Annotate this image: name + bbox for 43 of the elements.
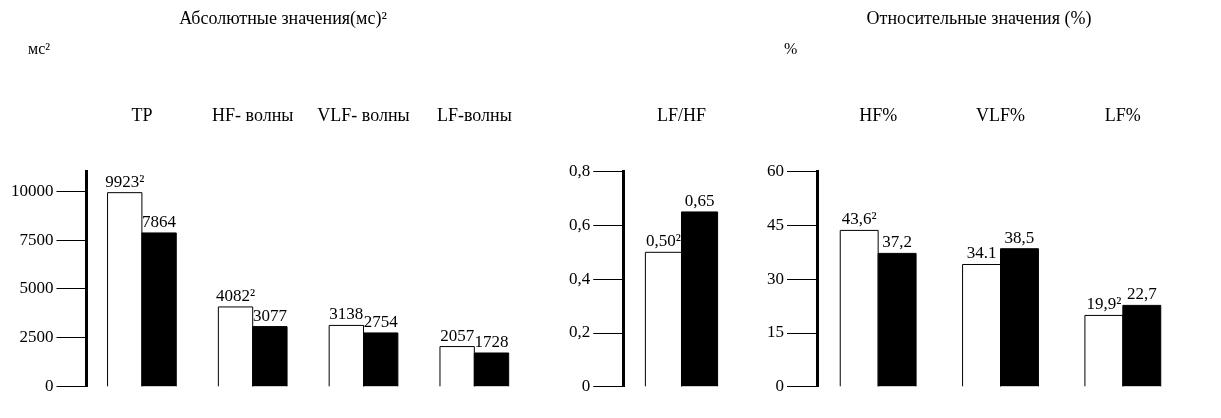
- y-axis-title: %: [783, 40, 799, 59]
- y-tick-label: 0,8: [569, 161, 591, 181]
- x-tick-label: LF/HF: [656, 104, 707, 125]
- data-label: 0,65: [684, 190, 715, 210]
- data-label: 43,6²: [841, 209, 877, 229]
- data-label: 19,9²: [1086, 294, 1122, 314]
- data-label: 4082²: [215, 285, 256, 305]
- x-tick-label: TP: [131, 104, 153, 125]
- data-label: 3077: [252, 305, 288, 325]
- data-label: 2057: [440, 325, 475, 345]
- y-tick-label: 0,4: [569, 268, 591, 288]
- data-label: 38,5: [1004, 227, 1035, 247]
- y-axis-title: мс²: [27, 40, 52, 59]
- x-tick-label: HF%: [859, 104, 898, 125]
- y-tick-label: 10000: [11, 180, 54, 200]
- x-tick-label: LF%: [1104, 104, 1141, 125]
- data-label: 3138: [329, 304, 364, 324]
- y-tick-label: 30: [767, 268, 784, 288]
- y-tick-label: 0,2: [569, 322, 591, 342]
- y-tick-label: 15: [767, 322, 784, 342]
- x-tick-label: LF-волны: [436, 104, 512, 125]
- y-tick-label: 0,6: [569, 214, 591, 234]
- data-label: 22,7: [1126, 284, 1158, 304]
- y-tick-label: 0: [45, 376, 54, 396]
- data-label: 34.1: [966, 243, 997, 263]
- x-tick-label: VLF%: [976, 104, 1025, 125]
- y-tick-label: 60: [767, 161, 784, 181]
- data-label: 2754: [363, 311, 399, 331]
- data-label: 7864: [142, 211, 177, 231]
- data-label: 37,2: [882, 232, 912, 252]
- y-tick-label: 7500: [19, 229, 54, 249]
- y-tick-label: 45: [767, 214, 784, 234]
- data-label: 9923²: [105, 171, 145, 191]
- data-label: 1728: [474, 331, 509, 351]
- y-tick-label: 0: [581, 376, 591, 396]
- y-tick-label: 0: [775, 376, 784, 396]
- chart-title: Относительные значения (%): [865, 8, 1093, 30]
- x-tick-label: VLF- волны: [317, 104, 410, 125]
- data-label: 0,50²: [646, 231, 681, 251]
- x-tick-label: HF- волны: [212, 104, 294, 125]
- y-tick-label: 5000: [19, 278, 54, 298]
- chart-title: Абсолютные значения(мс)²: [178, 8, 388, 30]
- y-tick-label: 2500: [19, 327, 54, 347]
